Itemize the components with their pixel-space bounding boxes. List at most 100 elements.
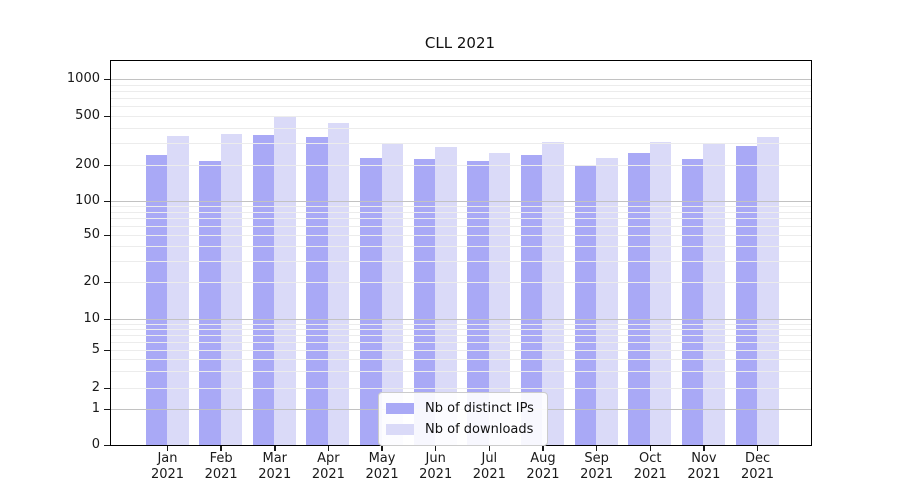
y-tick-label: 1000 — [66, 71, 100, 86]
plot-area — [110, 60, 812, 446]
y-tick-label: 2 — [91, 380, 100, 395]
y-tick-label: 5 — [91, 342, 100, 357]
chart-title: CLL 2021 — [424, 34, 496, 52]
gridline-minor — [111, 359, 811, 361]
x-tick-label-month: Sep — [584, 451, 609, 466]
gridline-minor — [111, 206, 811, 208]
y-tick-label: 500 — [75, 108, 100, 123]
gridline-minor — [111, 328, 811, 330]
bar-ips-oct — [628, 153, 650, 445]
x-tick-label-month: Jan — [157, 451, 178, 466]
x-axis-tick — [595, 445, 598, 451]
x-tick-label-year: 2021 — [472, 467, 506, 482]
x-tick-label-month: Nov — [691, 451, 717, 466]
x-tick-label: Sep 2021 — [564, 451, 630, 483]
x-tick-label-month: Dec — [744, 451, 771, 466]
x-tick-label-month: Aug — [530, 451, 556, 466]
bar-ips-jul — [467, 161, 489, 445]
gridline-minor — [111, 235, 811, 236]
x-tick-label-month: Jun — [425, 451, 446, 466]
x-tick-label-month: May — [368, 451, 396, 466]
gridline-minor — [111, 90, 811, 92]
x-tick-label: Jan 2021 — [135, 451, 201, 483]
bar-ips-dec — [735, 146, 758, 445]
bar-ips-aug — [520, 155, 543, 445]
gridline-minor — [111, 371, 811, 373]
bar-downloads-dec — [757, 136, 779, 445]
gridline-minor — [111, 143, 811, 145]
y-axis-tick — [104, 387, 110, 390]
bar-ips-nov — [681, 158, 704, 445]
x-axis-tick — [488, 445, 491, 451]
bar-downloads-feb — [220, 134, 243, 445]
plot-inner — [111, 61, 811, 445]
x-axis-tick — [703, 445, 705, 451]
gridline-minor — [111, 282, 811, 283]
x-tick-label-month: Mar — [262, 451, 288, 466]
legend-label-distinct-ips: Nb of distinct IPs — [425, 401, 534, 416]
y-axis-tick — [104, 200, 110, 203]
y-axis-tick — [104, 318, 110, 321]
gridline-minor — [111, 116, 811, 117]
x-axis-tick — [274, 445, 276, 451]
gridline-minor — [111, 334, 811, 336]
gridline-minor — [111, 98, 811, 100]
x-axis-tick — [220, 445, 222, 451]
x-tick-label-year: 2021 — [526, 467, 560, 482]
y-axis-tick — [104, 234, 110, 237]
x-tick-label: Aug 2021 — [510, 451, 576, 483]
bar-downloads-nov — [703, 143, 725, 445]
gridline-minor — [111, 165, 811, 166]
y-axis-tick — [104, 281, 110, 284]
x-tick-label-month: Jul — [481, 451, 498, 466]
x-tick-label: Nov 2021 — [671, 451, 737, 483]
bar-ips-mar — [252, 135, 275, 445]
gridline-minor — [111, 261, 811, 263]
x-tick-label-month: Apr — [317, 451, 340, 466]
y-axis-tick — [104, 115, 110, 118]
gridline-minor — [111, 226, 811, 228]
x-tick-label: Mar 2021 — [242, 451, 308, 483]
gridline-major — [111, 201, 811, 202]
x-tick-label-year: 2021 — [419, 467, 453, 482]
x-tick-label: May 2021 — [349, 451, 415, 483]
x-tick-label: Jun 2021 — [403, 451, 469, 483]
y-axis-tick — [104, 164, 110, 167]
y-axis-tick — [104, 444, 110, 447]
gridline-major — [111, 319, 811, 320]
y-axis-tick — [104, 349, 110, 352]
x-axis-tick — [381, 445, 383, 451]
x-tick-label-year: 2021 — [687, 467, 721, 482]
bar-ips-apr — [306, 136, 328, 445]
x-tick-label-year: 2021 — [633, 467, 667, 482]
bar-downloads-jan — [167, 135, 189, 445]
x-tick-label-year: 2021 — [311, 467, 345, 482]
x-tick-label: Jul 2021 — [456, 451, 522, 483]
x-tick-label: Oct 2021 — [617, 451, 683, 483]
x-tick-label-year: 2021 — [258, 467, 292, 482]
gridline-minor — [111, 84, 811, 86]
gridline-minor — [111, 127, 811, 129]
x-tick-label-year: 2021 — [150, 467, 185, 482]
bar-downloads-oct — [649, 142, 672, 445]
x-axis-tick — [756, 445, 759, 451]
gridline-minor — [111, 388, 811, 389]
x-tick-label-month: Oct — [639, 451, 662, 466]
gridline-minor — [111, 218, 811, 220]
legend-swatch-distinct-ips-icon — [386, 403, 414, 414]
gridline-minor — [111, 350, 811, 351]
bar-downloads-aug — [542, 141, 564, 445]
x-tick-label-month: Feb — [209, 451, 233, 466]
x-tick-label: Feb 2021 — [188, 451, 254, 483]
y-tick-label: 100 — [75, 193, 100, 208]
legend: Nb of distinct IPs Nb of downloads — [378, 392, 548, 446]
x-axis-tick — [166, 445, 169, 451]
y-tick-label: 20 — [83, 274, 100, 289]
y-tick-label: 200 — [75, 157, 100, 172]
x-tick-label-year: 2021 — [204, 467, 238, 482]
x-tick-label: Dec 2021 — [725, 451, 791, 483]
bar-ips-jun — [413, 158, 436, 445]
x-axis-tick — [327, 445, 330, 451]
x-tick-label-year: 2021 — [365, 467, 399, 482]
